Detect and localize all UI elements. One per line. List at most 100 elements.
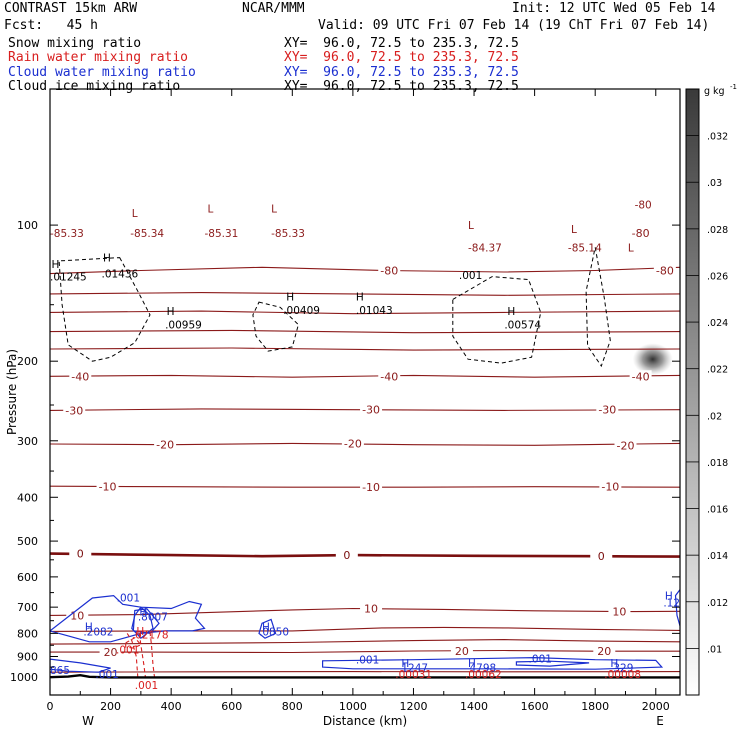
colorbar-label: .03 <box>707 178 722 189</box>
center-label: NCAR/MMM <box>242 1 305 16</box>
y-tick-label: 700 <box>17 601 38 614</box>
field-rain-xy: XY= 96.0, 72.5 to 235.3, 72.5 <box>284 50 519 65</box>
field-ice-name: Cloud ice mixing ratio <box>8 79 181 94</box>
contour-point-label: L <box>468 220 474 232</box>
temperature-label-bg <box>608 605 631 618</box>
x-tick-label: 1600 <box>521 700 549 713</box>
temperature-contour-label: -10 <box>601 481 619 494</box>
y-tick-label: 300 <box>17 435 38 448</box>
temperature-contour-label: 0 <box>598 550 605 563</box>
y-tick-label: 400 <box>17 491 38 504</box>
temperature-contour-label: -30 <box>362 404 380 417</box>
temperature-label-bg <box>96 480 119 493</box>
temperature-label-bg <box>69 547 92 560</box>
temperature-label-bg <box>629 370 652 383</box>
temperature-contour-14 <box>50 671 680 673</box>
colorbar-label: .024 <box>707 318 728 329</box>
contour-point-label: .001 <box>117 593 140 605</box>
x-tick-label: 600 <box>221 700 242 713</box>
temperature-contour-label: -10 <box>362 481 380 494</box>
figure-title: CONTRAST 15km ARW <box>4 1 138 16</box>
west-label: W <box>82 714 94 728</box>
temperature-label-bg <box>360 481 383 494</box>
field-cloudwater-name: Cloud water mixing ratio <box>8 65 196 80</box>
contour-point-label: .001 <box>95 669 118 681</box>
temperature-label-bg <box>653 264 676 277</box>
plot-frame <box>49 88 681 696</box>
cloud-water-contour-5 <box>322 656 664 670</box>
temperature-contour-label: -80 <box>632 227 650 240</box>
contour-point-label: H <box>167 306 175 318</box>
temperature-contour-label: 0 <box>343 549 350 562</box>
temperature-contour-0 <box>50 266 680 275</box>
contour-point-label: L <box>271 204 277 216</box>
contour-point-label: .8007 <box>138 612 168 624</box>
contour-point-label: H <box>85 622 93 634</box>
contour-point-label: .01436 <box>101 269 138 281</box>
field-rain-name: Rain water mixing ratio <box>8 50 189 65</box>
temperature-contour-label: -20 <box>616 439 634 452</box>
colorbar-label: .01 <box>707 644 722 655</box>
temperature-label-bg <box>66 609 89 622</box>
temperature-label-bg <box>154 438 177 451</box>
colorbar-label: .02 <box>707 411 722 422</box>
x-axis-label: Distance (km) <box>323 714 407 728</box>
colorbar-label: .016 <box>707 505 728 516</box>
x-tick-label: 400 <box>161 700 182 713</box>
field-snow-xy: XY= 96.0, 72.5 to 235.3, 72.5 <box>284 36 519 51</box>
colorbar-unit: g kg <box>704 86 725 97</box>
temperature-label-bg <box>593 645 616 658</box>
contour-point-label: -85.14 <box>568 242 602 254</box>
cloud-water-contour-7 <box>674 589 680 627</box>
temperature-contour-label: -20 <box>156 439 174 452</box>
contour-point-label: .125 <box>663 598 686 610</box>
contour-point-label: -85.33 <box>271 228 305 240</box>
contour-point-label: H <box>401 658 409 670</box>
temperature-contour-5 <box>50 374 680 378</box>
temperature-contour-label: -40 <box>71 370 89 383</box>
temperature-contour-label: -80 <box>656 264 674 277</box>
contour-point-label: -80 <box>635 199 652 211</box>
cloud-water-contour-2 <box>132 608 160 635</box>
colorbar-label: .026 <box>707 271 728 282</box>
rain-contour-1 <box>138 633 146 678</box>
contour-point-label: L <box>628 242 634 254</box>
contour-point-label: -85.34 <box>130 228 164 240</box>
temperature-label-bg <box>590 550 613 563</box>
contour-point-label: .00008 <box>604 669 641 681</box>
contour-point-label: .00959 <box>165 320 202 332</box>
temperature-label-bg <box>378 264 401 277</box>
x-tick-label: 200 <box>100 700 121 713</box>
temperature-contour-13 <box>50 649 680 654</box>
y-tick-label: 900 <box>17 650 38 663</box>
contour-point-label: .02178 <box>132 630 169 642</box>
temperature-contour-label: 10 <box>364 603 378 616</box>
rain-contour-3 <box>125 636 142 649</box>
colorbar-label: .018 <box>707 458 728 469</box>
temperature-contour-3 <box>50 329 680 334</box>
temperature-contour-7 <box>50 442 680 446</box>
field-cloudwater-xy: XY= 96.0, 72.5 to 235.3, 72.5 <box>284 65 519 80</box>
temperature-label-bg <box>63 404 86 417</box>
x-tick-label: 1400 <box>460 700 488 713</box>
temperature-label-bg <box>360 602 383 615</box>
snow-contour-0 <box>58 257 151 362</box>
contour-point-label: 4798 <box>469 663 496 675</box>
temperature-contour-label: 20 <box>597 645 611 658</box>
contour-point-label: .00031 <box>395 669 432 681</box>
contour-point-label: H <box>665 591 673 603</box>
contour-point-label: .00409 <box>283 305 320 317</box>
contour-point-label: H <box>610 658 618 670</box>
temperature-contour-2 <box>50 310 680 315</box>
contour-point-label: .001 <box>529 654 552 666</box>
colorbar-label: .028 <box>707 225 728 236</box>
temperature-label-bg <box>69 370 92 383</box>
contour-point-label: 329 <box>613 663 633 675</box>
init-time: Init: 12 UTC Wed 05 Feb 14 <box>512 1 716 16</box>
temperature-contour-label: 10 <box>70 609 84 622</box>
y-tick-label: 1000 <box>10 671 38 684</box>
y-tick-label: 800 <box>17 627 38 640</box>
snow-contour-3 <box>585 247 611 368</box>
temperature-contour-label: -80 <box>380 264 398 277</box>
contour-point-label: H <box>136 626 144 638</box>
